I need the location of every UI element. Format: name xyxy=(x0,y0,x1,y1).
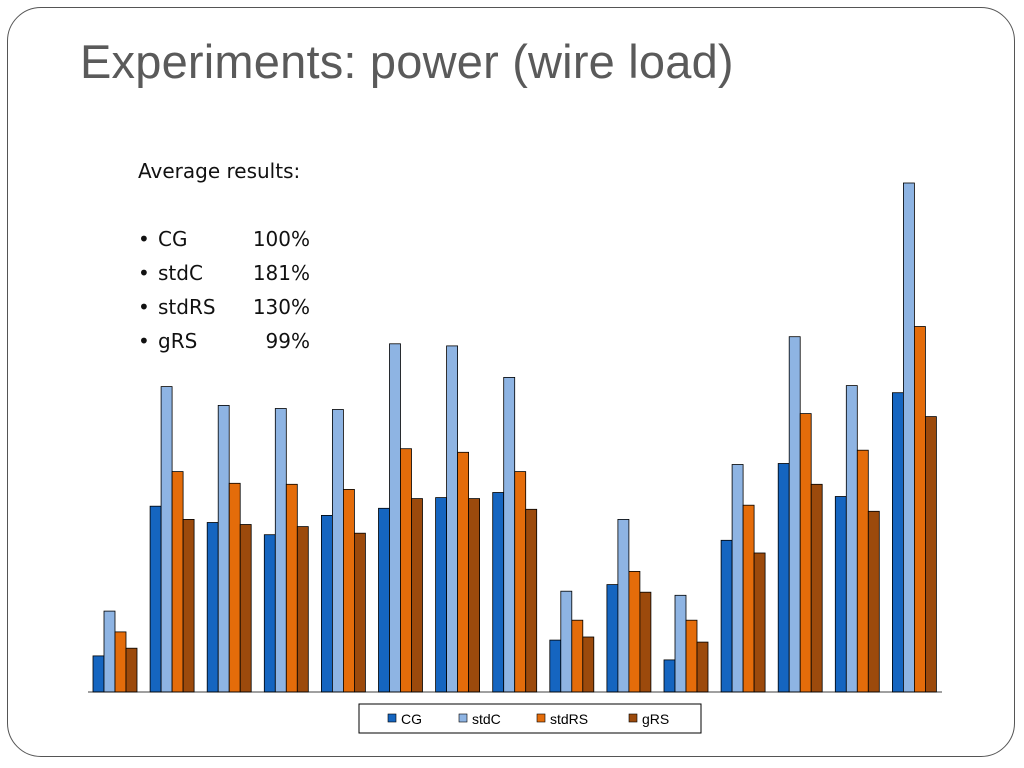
bar-grs-6 xyxy=(411,498,423,693)
bar-stdc-11 xyxy=(674,594,687,693)
bar-grs-4 xyxy=(296,526,309,693)
slide-title: Experiments: power (wire load) xyxy=(80,35,734,88)
bar-cg-14 xyxy=(834,496,847,693)
bar-cg-2 xyxy=(149,505,162,693)
bar-grs-8 xyxy=(525,508,538,693)
bar-stdc-4 xyxy=(274,408,287,693)
legend-swatch-stdc xyxy=(458,713,468,723)
legend-label-cg: CG xyxy=(401,711,422,727)
bar-stdrs-9 xyxy=(571,619,584,693)
result-name: gRS xyxy=(158,329,198,353)
result-row-cg: • CG 100% xyxy=(138,222,310,256)
legend-swatch-grs xyxy=(628,713,638,723)
bar-cg-10 xyxy=(606,584,619,693)
result-value: 130% xyxy=(252,295,310,319)
result-row-stdc: • stdC 181% xyxy=(138,256,310,290)
chart-legend: CG stdC stdRS gRS xyxy=(358,703,702,734)
bar-stdrs-13 xyxy=(799,413,812,693)
bar-grs-13 xyxy=(810,483,823,693)
bar-stdrs-10 xyxy=(628,571,641,693)
bar-stdc-5 xyxy=(331,409,344,693)
bar-grs-7 xyxy=(468,498,481,693)
bar-stdc-14 xyxy=(845,385,858,693)
bar-stdrs-15 xyxy=(914,326,926,693)
bar-cg-6 xyxy=(378,507,390,693)
bar-stdrs-8 xyxy=(514,471,527,693)
bar-cg-1 xyxy=(92,655,105,693)
bar-stdc-3 xyxy=(217,404,230,693)
result-value: 99% xyxy=(265,329,310,353)
legend-label-stdc: stdC xyxy=(472,711,501,727)
bar-cg-4 xyxy=(263,534,276,693)
bar-grs-9 xyxy=(582,636,595,693)
bar-stdrs-5 xyxy=(342,488,355,693)
bar-stdrs-11 xyxy=(685,619,698,693)
bullet: • xyxy=(138,227,150,251)
bar-stdc-2 xyxy=(160,386,173,693)
result-row-stdrs: • stdRS 130% xyxy=(138,290,310,324)
bar-cg-8 xyxy=(492,492,505,693)
bar-stdrs-14 xyxy=(856,449,869,693)
bar-stdc-8 xyxy=(503,376,516,693)
result-row-grs: • gRS 99% xyxy=(138,324,310,358)
legend-swatch-cg xyxy=(387,713,397,723)
bar-grs-5 xyxy=(353,532,366,693)
bar-grs-10 xyxy=(639,591,652,693)
bar-stdc-1 xyxy=(103,610,116,693)
average-results-box: Average results: • CG 100% • stdC 181% •… xyxy=(138,154,310,358)
bar-cg-9 xyxy=(549,639,562,693)
result-value: 100% xyxy=(252,227,310,251)
bar-stdrs-2 xyxy=(171,471,184,693)
bar-cg-7 xyxy=(435,497,448,693)
legend-label-grs: gRS xyxy=(642,711,669,727)
bar-stdrs-4 xyxy=(285,483,298,693)
legend-swatch-stdrs xyxy=(536,713,546,723)
bar-stdrs-6 xyxy=(400,448,412,693)
bar-stdrs-1 xyxy=(114,631,127,693)
bar-grs-15 xyxy=(925,416,937,693)
bar-cg-12 xyxy=(720,539,733,693)
bullet: • xyxy=(138,329,150,353)
bar-stdc-10 xyxy=(617,519,630,693)
bar-cg-11 xyxy=(663,659,676,693)
bar-grs-1 xyxy=(125,647,138,693)
bar-grs-14 xyxy=(867,510,880,693)
bar-stdc-12 xyxy=(731,464,744,693)
bar-grs-12 xyxy=(753,552,766,693)
bar-grs-11 xyxy=(696,641,709,693)
bar-cg-15 xyxy=(892,392,904,693)
bar-cg-3 xyxy=(206,522,219,693)
bar-stdrs-12 xyxy=(742,504,755,693)
result-name: stdRS xyxy=(158,295,216,319)
bar-grs-3 xyxy=(239,524,252,693)
bar-cg-5 xyxy=(320,515,333,693)
bar-grs-2 xyxy=(182,519,195,693)
bar-stdc-9 xyxy=(560,590,573,693)
bar-stdc-7 xyxy=(446,345,459,693)
result-name: stdC xyxy=(158,261,203,285)
bar-stdc-13 xyxy=(788,336,801,693)
result-name: CG xyxy=(158,227,188,251)
bullet: • xyxy=(138,295,150,319)
average-results-heading: Average results: xyxy=(138,159,301,183)
result-value: 181% xyxy=(252,261,310,285)
legend-label-stdrs: stdRS xyxy=(550,711,588,727)
bar-stdc-15 xyxy=(903,182,915,693)
bullet: • xyxy=(138,261,150,285)
bar-stdc-6 xyxy=(389,343,401,693)
bar-stdrs-7 xyxy=(457,451,470,693)
legend-box xyxy=(358,703,702,734)
bar-cg-13 xyxy=(777,463,790,693)
bar-stdrs-3 xyxy=(228,482,241,693)
